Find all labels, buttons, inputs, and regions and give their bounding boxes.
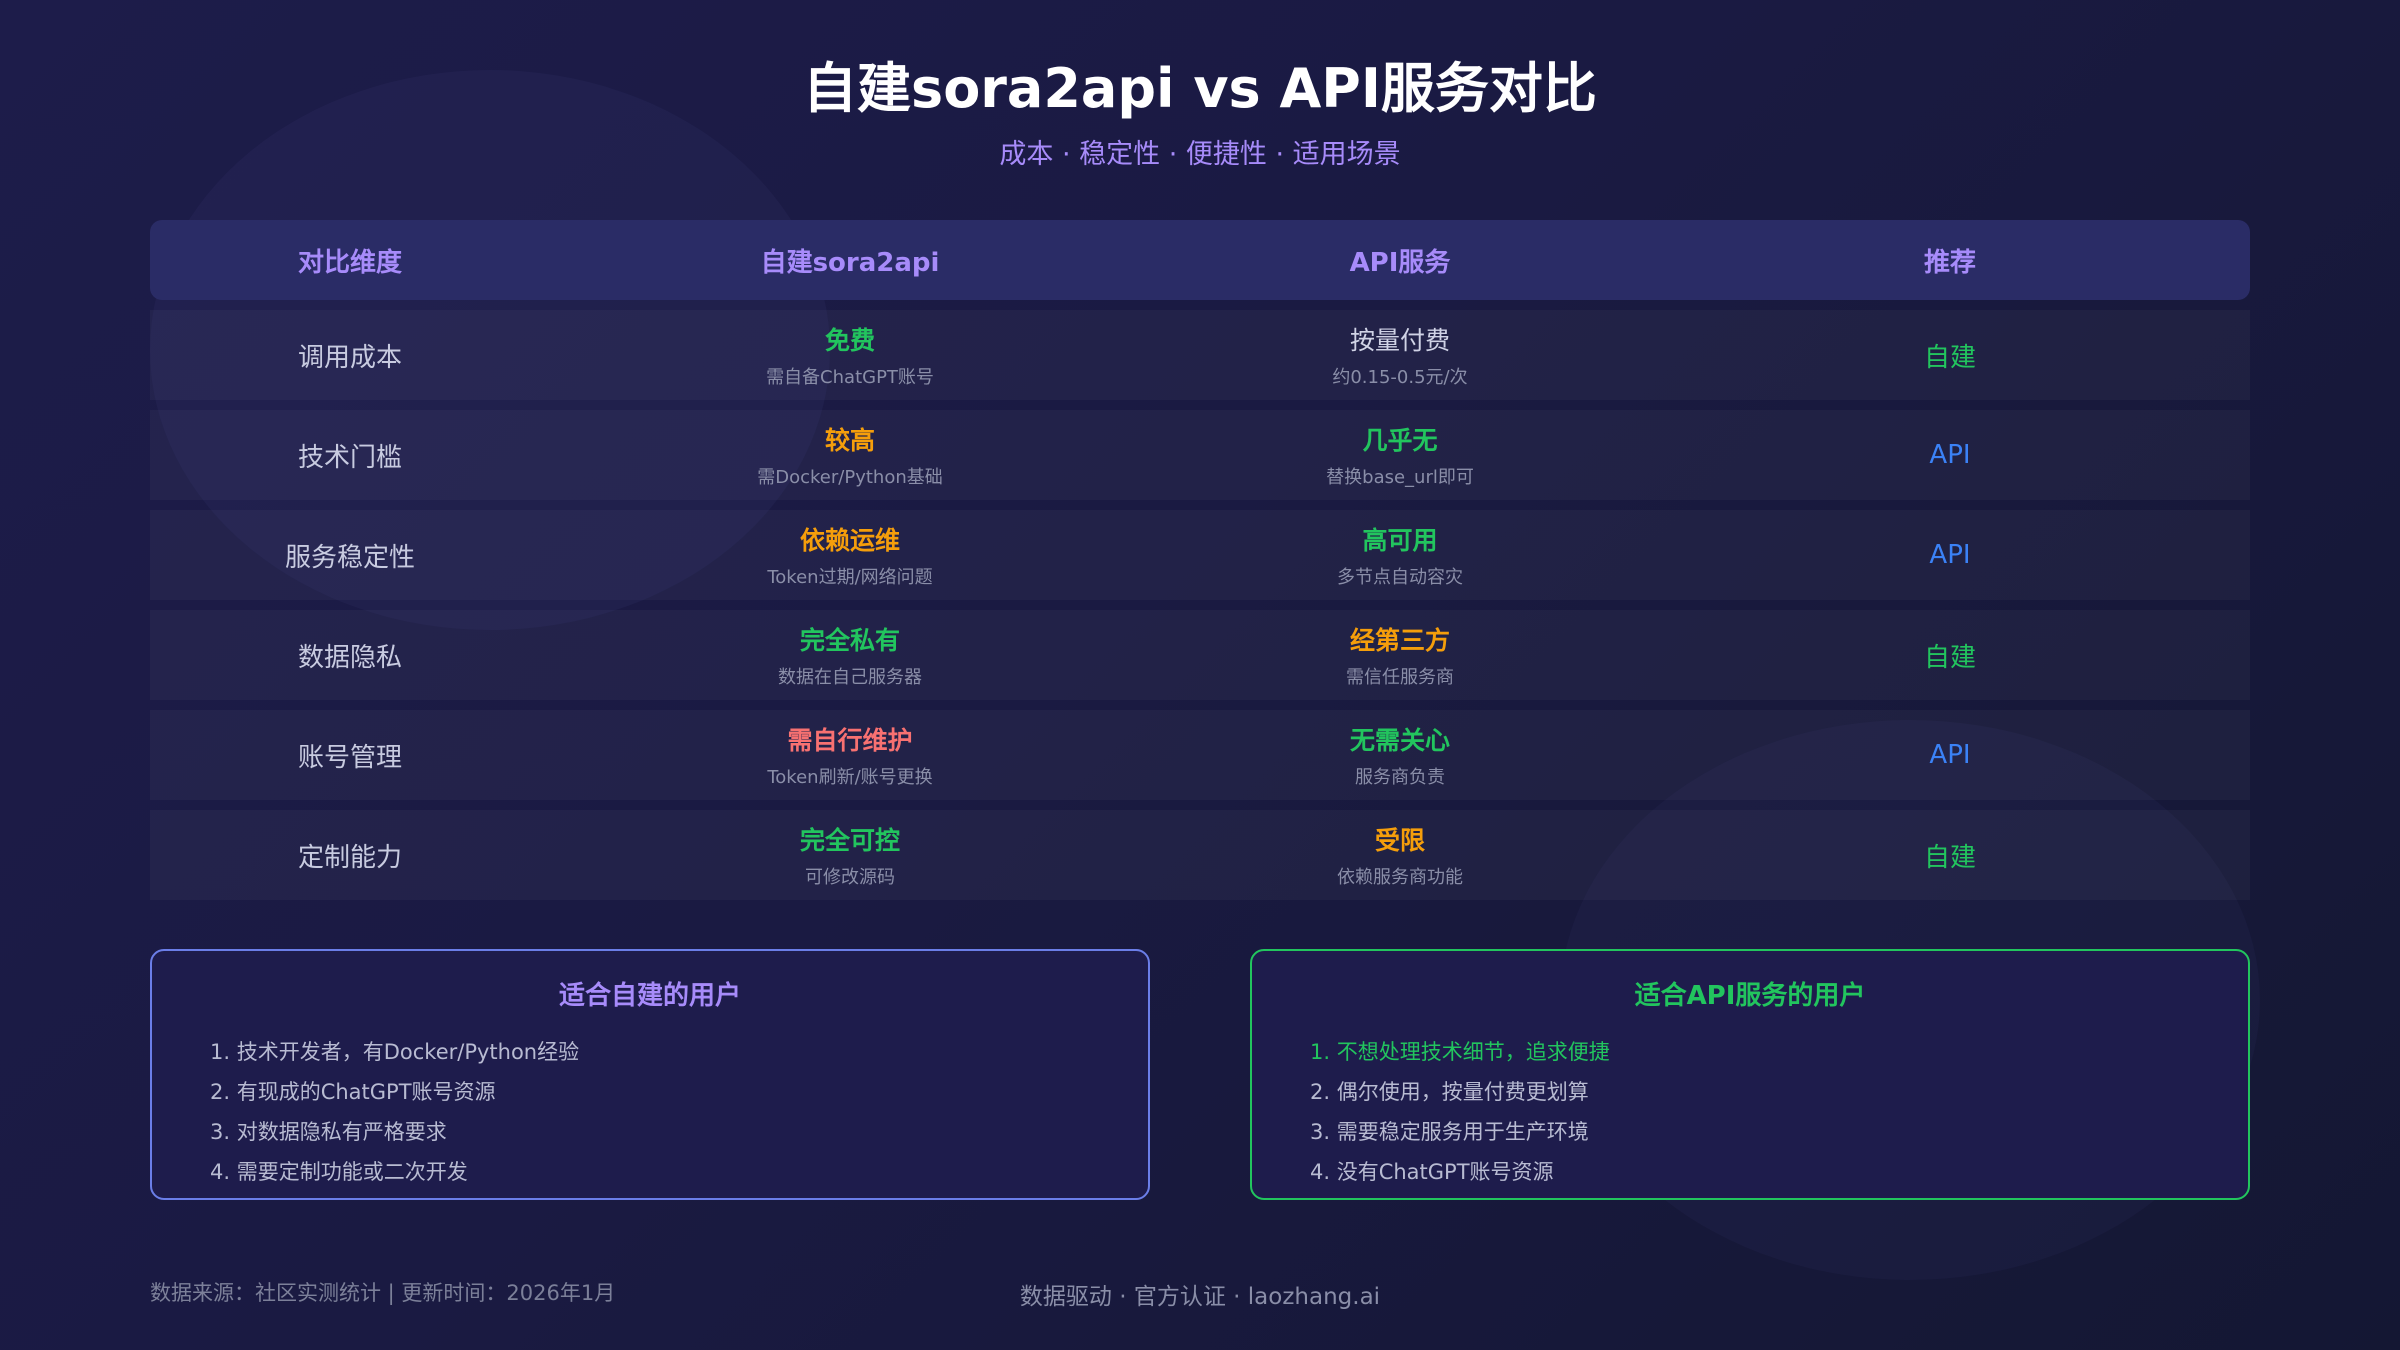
dimension-cell: 技术门槛 [150,437,550,474]
header-self-hosted: 自建sora2api [760,247,940,278]
dimension-cell: 调用成本 [150,337,550,374]
recommendation-value: API [1929,440,1971,470]
page-subtitle: 成本 · 稳定性 · 便捷性 · 适用场景 [999,139,1401,170]
list-item: 1. 不想处理技术细节，追求便捷 [1310,1040,1610,1064]
dimension-cell: 定制能力 [150,837,550,874]
self-value: 免费 [824,326,875,355]
table-row: 定制能力 完全可控 可修改源码 受限 依赖服务商功能 自建 [150,810,2250,900]
recommendation-cell: API [1700,440,2200,470]
table-header: 对比维度 自建sora2api API服务 推荐 [150,220,2250,300]
dimension-cell: 服务稳定性 [150,537,550,574]
self-hosted-cell: 完全可控 可修改源码 [600,821,1100,889]
dimension-label: 技术门槛 [297,442,402,473]
dimension-label: 服务稳定性 [284,542,415,573]
recommendation-value: API [1929,740,1971,770]
list-item: 4. 需要定制功能或二次开发 [210,1160,468,1184]
footer-source: 数据来源：社区实测统计 | 更新时间：2026年1月 [150,1281,616,1305]
dimension-cell: 数据隐私 [150,637,550,674]
self-note: 需Docker/Python基础 [757,467,943,488]
self-value: 需自行维护 [787,726,913,755]
api-service-cell: 高可用多节点自动容灾 [1100,521,1700,589]
header-dimension: 对比维度 [297,247,402,278]
comparison-table: 对比维度 自建sora2api API服务 推荐 调用成本 免费需自备ChatGP… [150,220,2250,910]
api-service-cell: 无需关心 服务商负责 [1100,721,1700,789]
list-item: 4. 没有ChatGPT账号资源 [1310,1160,1554,1184]
self-hosted-cell: 需自行维护 Token刷新/账号更换 [600,721,1100,789]
recommendation-cell: 自建 [1700,837,2200,874]
self-hosted-users-card: 适合自建的用户 1. 技术开发者，有Docker/Python经验 2. 有现成… [150,949,1150,1200]
api-value: 几乎无 [1362,426,1438,455]
table-row: 技术门槛 较高 需Docker/Python基础 几乎无 替换base_url即可 API [150,410,2250,500]
recommendation-value: 自建 [1923,842,1976,873]
table-row: 数据隐私 完全私有 数据在自己服务器 经第三方 需信任服务商 自建 [150,610,2250,700]
table-row: 账号管理 需自行维护 Token刷新/账号更换 无需关心服务商负责 API [150,710,2250,800]
api-service-cell: 受限 依赖服务商功能 [1100,821,1700,889]
self-hosted-cell: 完全私有数据在自己服务器 [600,621,1100,689]
api-service-cell: 经第三方需信任服务商 [1100,621,1700,689]
api-note: 服务商负责 [1355,767,1445,788]
api-service-cell: 按量付费约0.15-0.5元/次 [1100,321,1700,389]
background-blob [150,70,830,630]
self-value: 完全私有 [799,626,900,655]
self-note: Token刷新/账号更换 [767,767,933,788]
recommendation-value: API [1929,540,1971,570]
api-note: 需信任服务商 [1346,667,1454,688]
recommendation-cell: 自建 [1700,637,2200,674]
dimension-label: 定制能力 [297,842,402,873]
card-title: 适合自建的用户 [558,981,741,1011]
dimension-cell: 账号管理 [150,737,550,774]
footer-brand: 数据驱动 · 官方认证 · laozhang.ai [1019,1284,1381,1310]
api-service-cell: 几乎无替换base_url即可 [1100,421,1700,489]
api-value: 受限 [1374,826,1425,855]
api-note: 依赖服务商功能 [1337,867,1463,888]
dimension-label: 账号管理 [297,742,402,773]
table-row: 服务稳定性 依赖运维 Token过期/网络问题 高可用多节点自动容灾 API [150,510,2250,600]
self-note: Token过期/网络问题 [767,567,933,588]
recommendation-value: 自建 [1923,342,1976,373]
table-row: 调用成本 免费 需自备ChatGPT账号 按量付费 约0.15-0.5元/次 自建 [150,310,2250,400]
api-note: 约0.15-0.5元/次 [1332,367,1468,388]
self-value: 依赖运维 [799,526,900,555]
self-note: 需自备ChatGPT账号 [766,367,934,388]
list-item: 3. 对数据隐私有严格要求 [210,1120,447,1144]
dimension-label: 数据隐私 [297,642,402,673]
self-value: 完全可控 [799,826,900,855]
api-users-card: 适合API服务的用户 1. 不想处理技术细节，追求便捷 2. 偶尔使用，按量付费… [1250,949,2250,1200]
self-hosted-cell: 免费需自备ChatGPT账号 [600,321,1100,389]
list-item: 3. 需要稳定服务用于生产环境 [1310,1120,1589,1144]
api-value: 经第三方 [1349,626,1450,655]
header-recommendation: 推荐 [1923,247,1976,278]
api-value: 无需关心 [1349,726,1450,755]
page-title: 自建sora2api vs API服务对比 [803,57,1597,120]
api-value: 按量付费 [1349,326,1450,355]
recommendation-value: 自建 [1923,642,1976,673]
list-item: 1. 技术开发者，有Docker/Python经验 [210,1040,580,1064]
self-note: 可修改源码 [805,867,895,888]
api-note: 替换base_url即可 [1326,467,1474,488]
recommendation-cell: API [1700,540,2200,570]
api-note: 多节点自动容灾 [1337,567,1463,588]
dimension-label: 调用成本 [297,342,402,373]
list-item: 2. 偶尔使用，按量付费更划算 [1310,1080,1589,1104]
self-hosted-cell: 依赖运维 Token过期/网络问题 [600,521,1100,589]
recommendation-cell: 自建 [1700,337,2200,374]
self-hosted-cell: 较高需Docker/Python基础 [600,421,1100,489]
api-value: 高可用 [1362,526,1438,555]
card-title: 适合API服务的用户 [1634,981,1866,1011]
header-api-service: API服务 [1349,247,1451,278]
list-item: 2. 有现成的ChatGPT账号资源 [210,1080,496,1104]
recommendation-cell: API [1700,740,2200,770]
self-note: 数据在自己服务器 [778,667,922,688]
self-value: 较高 [824,426,875,455]
